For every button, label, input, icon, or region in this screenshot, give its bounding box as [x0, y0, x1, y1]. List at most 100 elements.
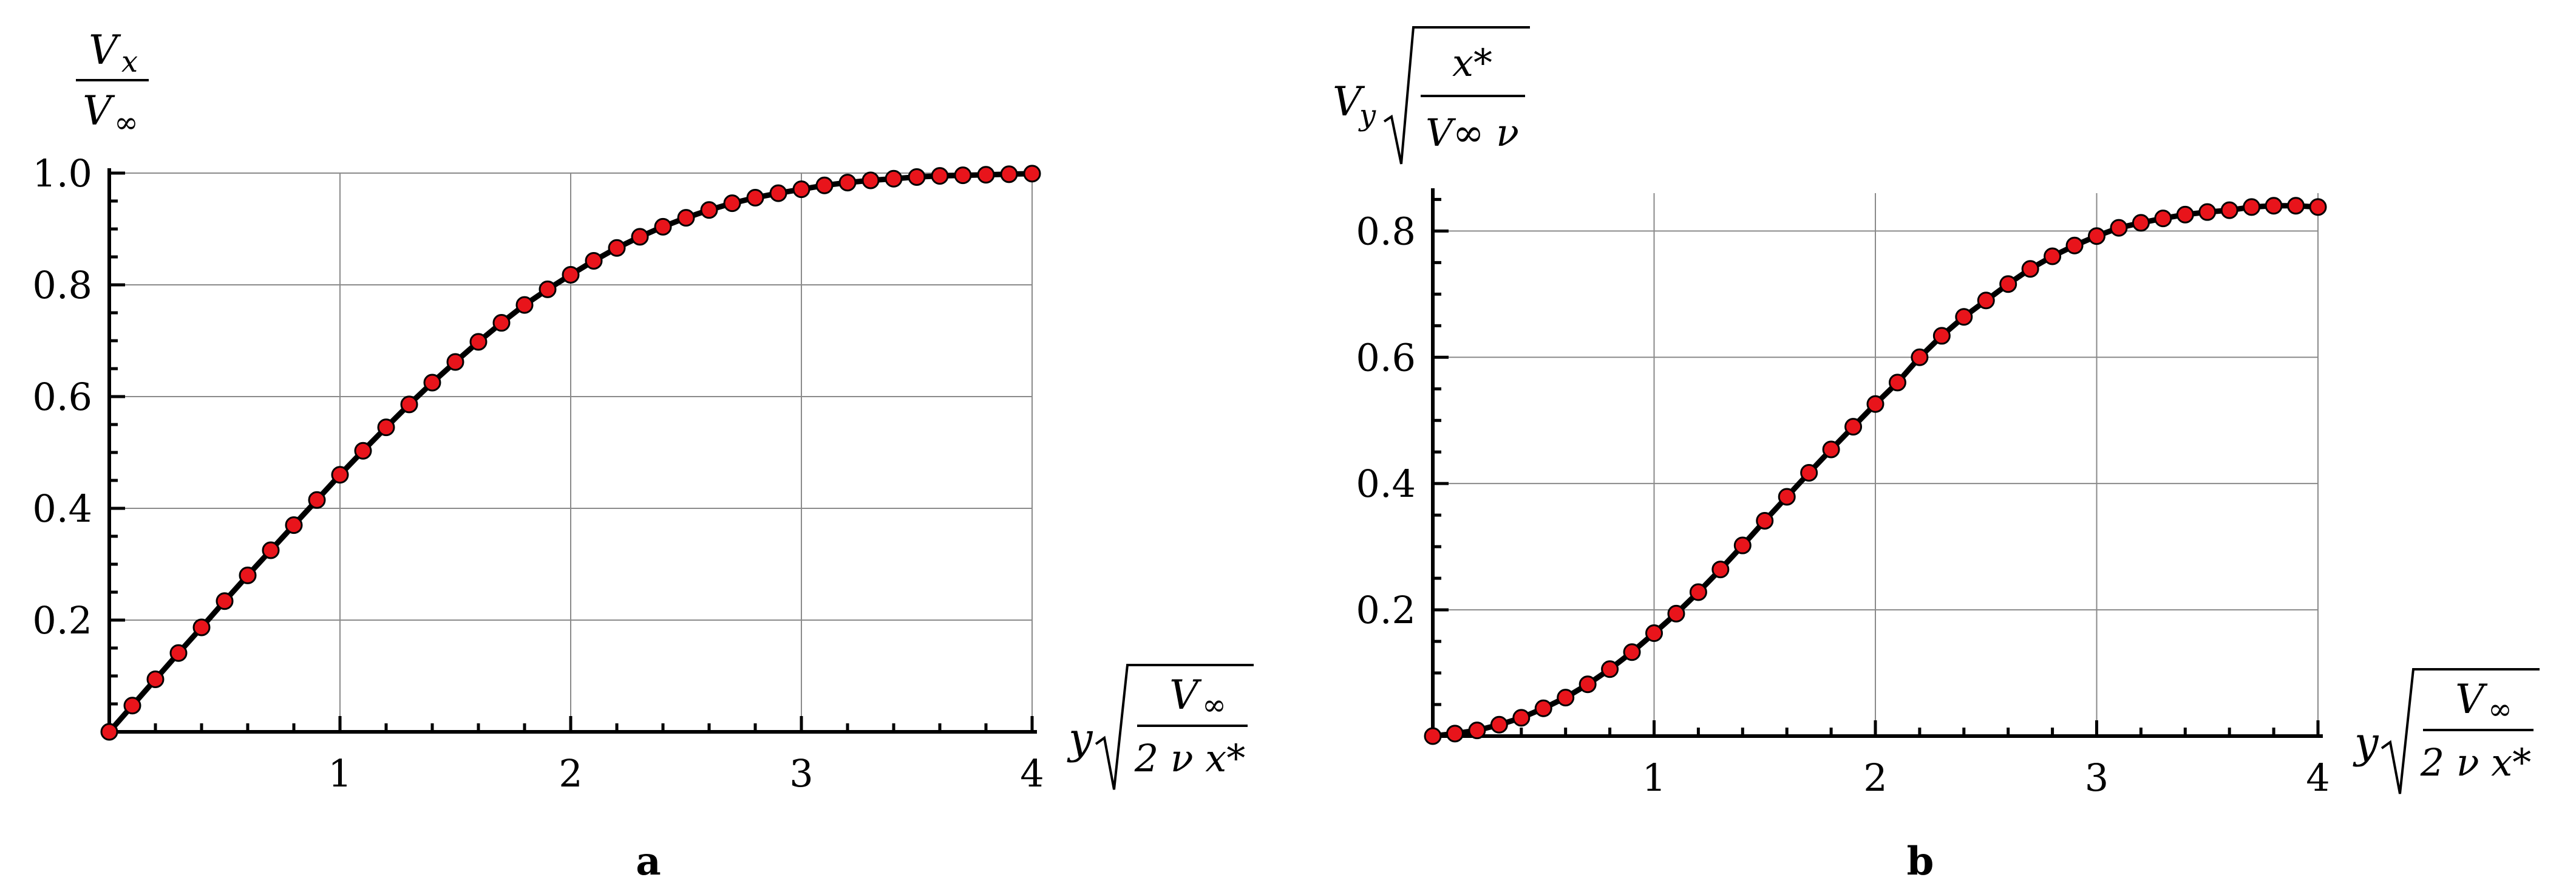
data-point [492, 314, 511, 332]
y-tick-label: 0.6 [1356, 335, 1416, 380]
data-point [308, 491, 326, 509]
data-point [2220, 201, 2238, 219]
x-label-num: V [1169, 672, 1202, 718]
data-point [1711, 561, 1730, 579]
y-tick-label: 0.4 [32, 486, 92, 531]
data-point [1534, 699, 1552, 717]
data-point [146, 670, 165, 689]
data-point [608, 239, 626, 257]
data-point [539, 280, 557, 298]
data-point [792, 180, 811, 199]
data-point [977, 166, 995, 184]
data-point [1756, 512, 1774, 530]
data-point [654, 217, 672, 236]
y-tick-label: 0.8 [1356, 209, 1416, 253]
x-label-num-sub: ∞ [1202, 688, 1226, 722]
data-point [1424, 727, 1442, 745]
data-point [2110, 219, 2128, 237]
data-point [723, 194, 741, 213]
data-point [2309, 198, 2327, 216]
data-point [931, 167, 949, 185]
y-label-var-sub: y [1358, 98, 1376, 132]
data-point [1844, 418, 1863, 436]
y-label-radical [1383, 26, 1530, 165]
y-label-den-sub: ∞ [114, 106, 138, 140]
data-point [331, 466, 349, 484]
data-point [354, 442, 372, 460]
data-point [1667, 604, 1685, 623]
y-label-var: V [1333, 78, 1365, 125]
x-axis-label: y V ∞ 2 ν x* [2353, 668, 2540, 794]
data-point [192, 618, 211, 636]
data-point [285, 516, 303, 534]
y-tick-label: 0.2 [1356, 588, 1416, 632]
y-label-num: V [89, 27, 121, 73]
data-point [1888, 374, 1906, 392]
data-point [908, 168, 926, 186]
data-point [423, 374, 441, 392]
data-point [954, 166, 972, 185]
data-point [1623, 643, 1641, 661]
data-point [446, 353, 464, 371]
x-tick-label: 2 [559, 751, 582, 796]
data-point [700, 201, 718, 219]
data-point [1999, 275, 2017, 293]
data-point [1000, 165, 1018, 183]
data-point [1932, 327, 1951, 345]
data-point [2088, 227, 2105, 245]
data-point [1911, 348, 1929, 366]
data-point [2198, 203, 2217, 221]
data-point [100, 723, 118, 741]
data-point [585, 251, 603, 270]
y-axis-label: Vy x* V∞ ν [1333, 26, 1530, 165]
x-label-den: 2 ν x* [1134, 736, 1246, 780]
data-point [169, 644, 188, 662]
y-label-num-sub: x [121, 45, 138, 79]
y-tick-label: 1.0 [32, 151, 92, 196]
data-point [469, 333, 488, 351]
data-point [2044, 247, 2062, 265]
x-label-var: y [2353, 718, 2379, 768]
data-point [677, 209, 695, 227]
x-tick-label: 2 [1863, 756, 1887, 800]
data-point [216, 592, 234, 610]
data-point [2065, 236, 2084, 254]
data-point [838, 174, 857, 192]
data-point [1579, 675, 1597, 694]
y-tick-label: 0.8 [32, 263, 92, 307]
x-tick-label: 4 [1020, 751, 1044, 796]
data-point [1446, 725, 1464, 743]
x-label-var: y [1067, 714, 1093, 763]
data-point [262, 541, 280, 559]
y-tick-label: 0.2 [32, 598, 92, 643]
x-label-radical [1095, 664, 1254, 790]
data-point [1800, 464, 1818, 482]
data-point [1490, 715, 1508, 734]
data-point [1023, 165, 1041, 183]
x-tick-label: 3 [2085, 756, 2109, 800]
x-tick-label: 4 [2306, 756, 2330, 800]
data-point [377, 418, 395, 437]
y-label-den: V [83, 87, 115, 134]
x-label-den: 2 ν x* [2420, 740, 2532, 785]
x-label-radical [2381, 668, 2540, 794]
y-tick-label: 0.6 [32, 375, 92, 419]
panel-label: a [636, 839, 661, 884]
data-point [123, 697, 141, 715]
data-point [562, 265, 580, 284]
data-point [1601, 660, 1619, 678]
data-point [1778, 488, 1796, 506]
data-point [885, 169, 903, 188]
data-point [2287, 197, 2305, 215]
data-point [746, 188, 764, 206]
data-point [1977, 292, 1995, 310]
data-point [1689, 583, 1707, 601]
x-tick-label: 3 [789, 751, 813, 796]
x-label-num: V [2455, 676, 2488, 723]
data-point [515, 296, 534, 314]
x-label-num-sub: ∞ [2488, 692, 2512, 726]
